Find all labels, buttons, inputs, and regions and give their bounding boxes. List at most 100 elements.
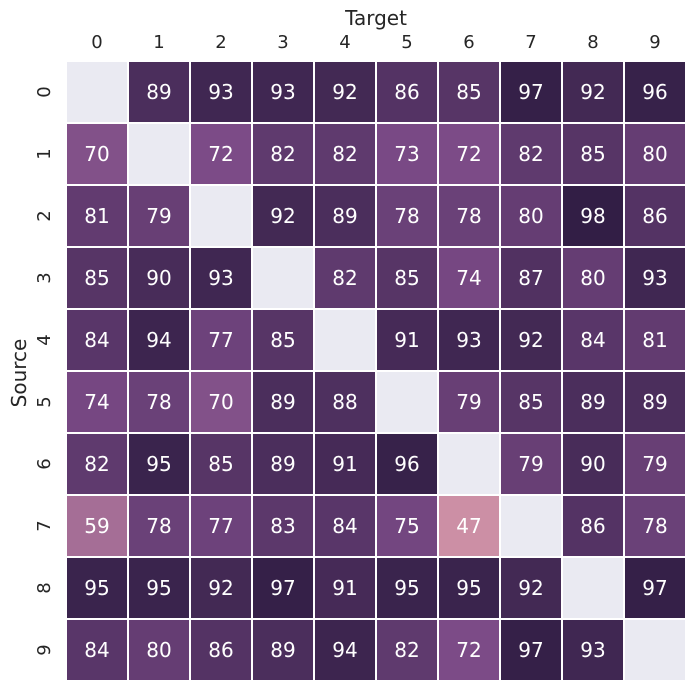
y-tick-label: 0	[34, 86, 55, 97]
heatmap-cell	[251, 618, 315, 682]
heatmap-cell	[375, 184, 439, 248]
cell-value-label: 91	[332, 576, 357, 600]
cell-value-label: 92	[518, 576, 543, 600]
x-tick-label: 5	[401, 32, 412, 53]
cell-value-label: 80	[642, 142, 667, 166]
y-tick-label: 4	[34, 334, 55, 345]
heatmap-cell	[313, 370, 377, 434]
y-tick-label: 9	[34, 644, 55, 655]
heatmap-cell	[251, 556, 315, 620]
heatmap-cell	[127, 432, 191, 496]
heatmap-cell	[189, 60, 253, 124]
cell-value-label: 74	[456, 266, 481, 290]
x-tick-label: 7	[525, 32, 536, 53]
heatmap-cell	[251, 122, 315, 186]
cell-value-label: 93	[208, 80, 233, 104]
heatmap-cell	[623, 184, 687, 248]
heatmap-cell	[437, 308, 501, 372]
heatmap-cell	[313, 556, 377, 620]
x-axis-title: Target	[344, 6, 407, 30]
cell-value-label: 85	[580, 142, 605, 166]
heatmap-cell	[313, 432, 377, 496]
cell-value-label: 86	[642, 204, 667, 228]
x-tick-label: 1	[153, 32, 164, 53]
heatmap-cell	[251, 494, 315, 558]
cell-value-label: 82	[332, 142, 357, 166]
cell-value-label: 85	[270, 328, 295, 352]
cell-value-label: 97	[270, 576, 295, 600]
heatmap-cell	[561, 556, 625, 620]
heatmap-cell	[499, 122, 563, 186]
y-tick-label: 3	[34, 272, 55, 283]
heatmap-cell	[623, 556, 687, 620]
cell-value-label: 79	[456, 390, 481, 414]
heatmap-cell	[561, 122, 625, 186]
cell-value-label: 74	[84, 390, 109, 414]
heatmap-cell	[251, 184, 315, 248]
heatmap-cells: 89 93 93 92 86 85 97 92 96 70 72 82 82 73 72 82 85 80 81 79…	[65, 60, 687, 682]
heatmap-cell	[437, 618, 501, 682]
cell-value-label: 95	[456, 576, 481, 600]
cell-value-label: 92	[580, 80, 605, 104]
cell-value-label: 78	[456, 204, 481, 228]
heatmap-cell	[375, 370, 439, 434]
cell-value-label: 81	[642, 328, 667, 352]
cell-value-label: 79	[146, 204, 171, 228]
cell-value-label: 97	[518, 638, 543, 662]
cell-value-label: 94	[146, 328, 171, 352]
heatmap-cell	[623, 122, 687, 186]
cell-value-label: 70	[208, 390, 233, 414]
heatmap-cell	[375, 494, 439, 558]
cell-value-label: 84	[332, 514, 357, 538]
heatmap-cell	[623, 370, 687, 434]
heatmap-cell	[499, 618, 563, 682]
heatmap-cell	[65, 184, 129, 248]
heatmap-cell	[65, 370, 129, 434]
cell-value-label: 82	[518, 142, 543, 166]
cell-value-label: 84	[580, 328, 605, 352]
cell-value-label: 82	[84, 452, 109, 476]
cell-value-label: 85	[518, 390, 543, 414]
cell-value-label: 89	[146, 80, 171, 104]
heatmap-cell	[313, 494, 377, 558]
cell-value-label: 93	[208, 266, 233, 290]
cell-value-label: 81	[84, 204, 109, 228]
heatmap-cell	[189, 494, 253, 558]
x-tick-label: 4	[339, 32, 350, 53]
cell-value-label: 77	[208, 328, 233, 352]
heatmap-cell	[561, 60, 625, 124]
cell-value-label: 92	[518, 328, 543, 352]
cell-value-label: 95	[146, 452, 171, 476]
heatmap-cell	[623, 246, 687, 310]
cell-value-label: 89	[580, 390, 605, 414]
heatmap-cell	[65, 618, 129, 682]
heatmap-cell	[375, 122, 439, 186]
cell-value-label: 97	[518, 80, 543, 104]
y-tick-label: 1	[34, 148, 55, 159]
cell-value-label: 77	[208, 514, 233, 538]
y-axis-title: Source	[7, 339, 31, 408]
heatmap-cell	[127, 60, 191, 124]
cell-value-label: 82	[270, 142, 295, 166]
heatmap-cell	[437, 370, 501, 434]
cell-value-label: 79	[642, 452, 667, 476]
cell-value-label: 72	[456, 142, 481, 166]
cell-value-label: 75	[394, 514, 419, 538]
cell-value-label: 78	[394, 204, 419, 228]
heatmap-cell	[127, 556, 191, 620]
cell-value-label: 80	[518, 204, 543, 228]
cell-value-label: 92	[208, 576, 233, 600]
cell-value-label: 73	[394, 142, 419, 166]
cell-value-label: 89	[270, 390, 295, 414]
cell-value-label: 47	[456, 514, 481, 538]
cell-value-label: 95	[394, 576, 419, 600]
cell-value-label: 82	[394, 638, 419, 662]
x-tick-label: 2	[215, 32, 226, 53]
cell-value-label: 59	[84, 514, 109, 538]
cell-value-label: 72	[456, 638, 481, 662]
cell-value-label: 89	[270, 638, 295, 662]
cell-value-label: 78	[146, 514, 171, 538]
cell-value-label: 84	[84, 328, 109, 352]
heatmap-cell	[437, 432, 501, 496]
